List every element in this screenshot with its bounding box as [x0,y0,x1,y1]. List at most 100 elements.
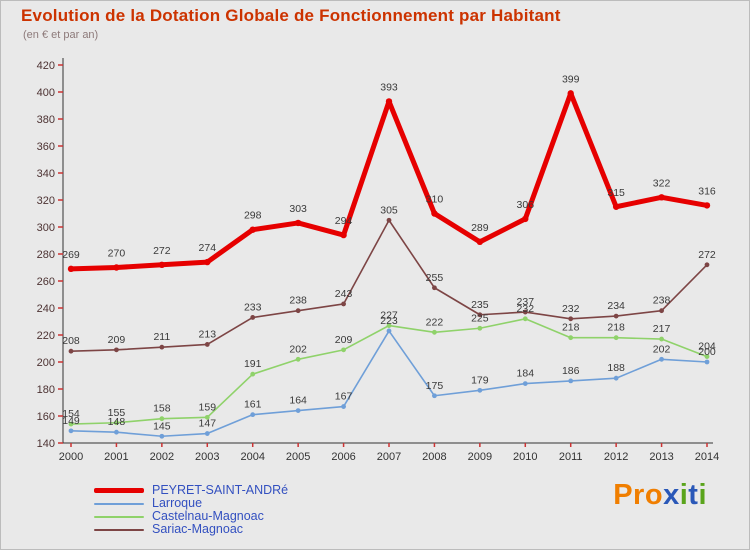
logo-text-i1: i [679,479,689,511]
y-tick-label: 340 [37,168,55,180]
value-label: 306 [517,199,535,211]
legend-swatch [94,488,144,493]
data-point [432,393,437,399]
value-label: 202 [289,343,307,355]
value-label: 232 [517,303,535,315]
value-label: 175 [426,380,444,392]
value-label: 274 [199,242,217,254]
value-label: 272 [698,249,716,261]
data-point [158,261,166,268]
data-point [522,215,529,223]
value-label: 208 [62,335,80,347]
data-point [658,194,665,201]
data-point [568,316,574,322]
legend-label: Castelnau-Magnoac [152,509,264,523]
x-tick-label: 2004 [240,451,264,463]
value-label: 211 [153,331,170,343]
data-point [204,431,210,436]
value-label: 225 [471,312,489,324]
y-tick-label: 420 [37,60,55,72]
value-label: 218 [607,322,625,334]
data-point [159,433,165,439]
data-point [341,404,346,409]
value-label: 255 [426,272,444,284]
x-tick-label: 2005 [286,451,310,463]
value-label: 243 [335,288,353,300]
data-point [432,329,437,335]
legend-swatch [94,528,144,531]
value-label: 218 [562,322,580,334]
data-point [341,301,346,307]
value-label: 155 [108,407,126,419]
chart-legend: PEYRET-SAINT-ANDRé Larroque Castelnau-Magn… [94,484,288,536]
legend-swatch [94,515,144,518]
value-label: 202 [653,343,671,355]
value-label: 184 [517,368,535,380]
data-point [522,316,528,322]
data-point [114,347,119,353]
x-tick-label: 2012 [604,451,628,463]
data-point [568,378,574,384]
data-point [659,336,664,342]
value-label: 223 [380,315,398,327]
y-tick-label: 360 [37,141,55,153]
legend-label: Sariac-Magnoac [152,522,244,536]
value-label: 149 [62,415,80,427]
legend-item: Larroque [94,497,288,510]
data-point [250,412,256,418]
value-label: 145 [153,420,171,432]
value-label: 188 [607,362,625,374]
value-label: 213 [199,328,217,340]
data-point [385,98,393,105]
data-point [295,308,301,314]
data-point [704,262,710,268]
data-point [613,375,619,381]
value-label: 270 [108,248,126,260]
value-label: 238 [653,295,671,307]
value-label: 147 [199,418,217,430]
legend-item: PEYRET-SAINT-ANDRé [94,484,288,497]
logo-text-i2: i [698,479,707,511]
x-tick-label: 2011 [559,451,583,463]
data-point [340,231,347,239]
value-label: 209 [108,334,126,346]
x-tick-label: 2014 [695,451,719,463]
legend-swatch [94,502,144,505]
y-tick-label: 160 [37,411,55,423]
y-tick-label: 300 [37,222,55,234]
value-labels: 269 270 272 274 298 303 294 393 310 289 306 399 315 3… [62,73,716,432]
value-label: 315 [607,187,625,199]
data-point [249,226,256,233]
data-point [386,328,392,334]
value-label: 227 [380,310,398,322]
data-point [68,348,74,354]
value-label: 269 [62,249,80,261]
y-tick-label: 240 [37,303,55,315]
data-point [68,421,74,427]
data-point [432,285,437,291]
value-label: 298 [244,210,262,222]
series-PEYRET-SAINT-ANDRé [67,90,711,273]
data-point [476,238,484,246]
x-tick-label: 2013 [649,451,673,463]
value-label: 272 [153,245,171,257]
value-label: 209 [335,334,353,346]
data-point [250,315,256,320]
data-point [568,335,574,341]
data-point [250,371,256,377]
data-point [431,210,438,217]
x-tick-label: 2001 [104,451,128,463]
x-tick-label: 2000 [59,451,83,463]
value-label: 234 [607,300,625,312]
value-label: 159 [199,401,217,413]
proxiti-logo: Proxiti [613,479,707,512]
value-label: 294 [335,215,353,227]
legend-item: Castelnau-Magnoac [94,510,288,523]
logo-text-t: t [688,479,699,511]
legend-label: Larroque [152,496,203,510]
y-tick-label: 180 [37,384,55,396]
y-tick-label: 280 [37,249,55,261]
data-point [477,325,483,331]
data-point [113,264,120,271]
value-label: 191 [244,358,262,370]
